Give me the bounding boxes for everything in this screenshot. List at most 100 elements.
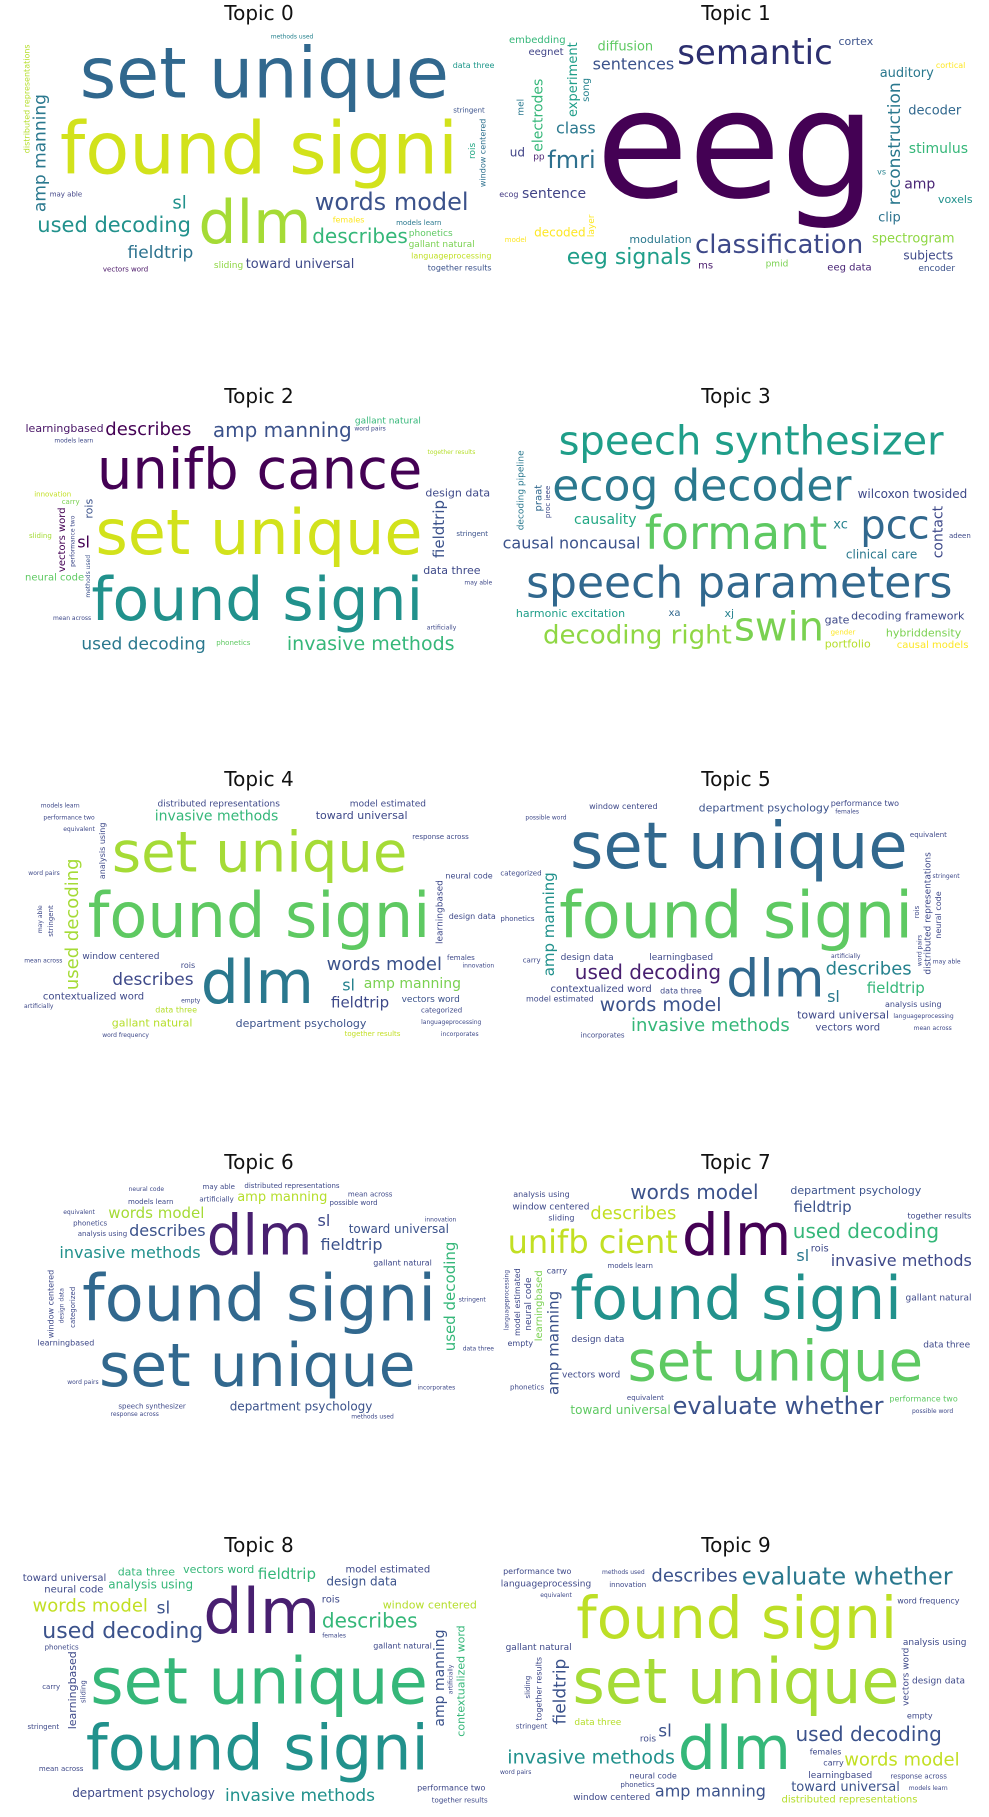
cloud-word: sentence xyxy=(522,186,586,202)
cloud-word: learningbased xyxy=(38,1339,95,1348)
cloud-word: languageprocessing xyxy=(411,252,491,261)
cloud-word: stringent xyxy=(456,530,488,538)
cloud-word: stringent xyxy=(459,1297,487,1304)
cloud-word: model estimated xyxy=(513,1268,522,1336)
cloud-word: models learn xyxy=(608,1262,653,1270)
cloud-word: invasive methods xyxy=(831,1251,972,1270)
topic-title: Topic 8 xyxy=(224,1533,294,1557)
cloud-word: set unique xyxy=(112,820,407,885)
cloud-word: contact xyxy=(931,505,947,558)
cloud-word: learningbased xyxy=(808,1771,872,1781)
cloud-word: empty xyxy=(907,1712,933,1721)
cloud-word: artificially xyxy=(199,1195,233,1203)
cloud-word: toward universal xyxy=(246,257,355,272)
cloud-word: rois xyxy=(468,142,478,159)
cloud-word: department psychology xyxy=(699,802,830,815)
cloud-word: dlm xyxy=(726,950,824,1010)
cloud-word: vectors word xyxy=(815,1022,880,1033)
cloud-word: experiment xyxy=(566,42,581,117)
cloud-word: design data xyxy=(912,1677,965,1687)
cloud-word: invasive methods xyxy=(507,1746,675,1768)
cloud-word: found signi xyxy=(88,879,431,952)
cloud-word: empty xyxy=(508,1339,534,1348)
cloud-word: neural code xyxy=(129,1186,165,1193)
cloud-word: females xyxy=(447,954,475,962)
cloud-word: voxels xyxy=(938,193,973,206)
cloud-word: stringent xyxy=(516,1723,548,1731)
cloud-word: fieldtrip xyxy=(258,1565,316,1583)
cloud-word: song xyxy=(581,78,592,102)
cloud-word: model estimated xyxy=(350,799,426,809)
topic-title: Topic 7 xyxy=(701,1150,771,1174)
cloud-word: dlm xyxy=(198,188,311,258)
cloud-word: languageprocessing xyxy=(501,1580,591,1590)
cloud-word: artificially xyxy=(24,1003,54,1010)
cloud-word: response across xyxy=(412,833,469,841)
cloud-word: speech synthesizer xyxy=(118,1402,186,1410)
cloud-word: sliding xyxy=(29,532,52,540)
cloud-word: design data xyxy=(561,953,614,963)
cloud-word: causal models xyxy=(897,640,969,651)
cloud-word: toward universal xyxy=(349,1222,449,1236)
cloud-word: phonetics xyxy=(73,1219,107,1227)
cloud-word: set unique xyxy=(628,1330,923,1395)
cloud-word: neural code xyxy=(524,1277,534,1331)
cloud-word: department psychology xyxy=(790,1184,921,1197)
cloud-word: females xyxy=(333,215,365,224)
topic-title: Topic 9 xyxy=(701,1533,771,1557)
cloud-word: may able xyxy=(933,958,961,965)
cloud-word: eeg signals xyxy=(567,245,692,270)
cloud-word: equivalent xyxy=(63,1209,95,1216)
cloud-word: neural code xyxy=(934,891,943,938)
cloud-word: eeg data xyxy=(827,263,871,274)
cloud-word: word pairs xyxy=(67,1379,98,1386)
cloud-word: word frequency xyxy=(897,1596,960,1605)
cloud-word: invasive methods xyxy=(225,1786,375,1806)
cloud-word: found signi xyxy=(86,1711,429,1784)
cloud-word: methods used xyxy=(602,1569,645,1576)
cloud-word: amp manning xyxy=(545,1291,563,1395)
cloud-word: rois xyxy=(181,961,195,970)
cloud-word: window centered xyxy=(512,1202,589,1212)
cloud-word: word pairs xyxy=(917,935,924,966)
cloud-word: neural code xyxy=(445,872,492,881)
cloud-word: females xyxy=(810,1747,842,1756)
cloud-word: wilcoxon twosided xyxy=(858,487,968,501)
cloud-word: fieldtrip xyxy=(794,1198,852,1216)
cloud-word: categorized xyxy=(421,1007,462,1015)
cloud-word: distributed representations xyxy=(923,852,933,975)
topic-title: Topic 0 xyxy=(224,1,294,25)
cloud-word: performance two xyxy=(503,1567,571,1576)
cloud-word: electrodes xyxy=(531,79,547,152)
cloud-word: department psychology xyxy=(72,1786,215,1800)
cloud-word: fieldtrip xyxy=(867,979,925,997)
cloud-word: used decoding xyxy=(793,1219,939,1243)
cloud-word: rois xyxy=(913,905,921,918)
cloud-word: words model xyxy=(600,994,722,1016)
cloud-word: encoder xyxy=(918,264,955,274)
cloud-word: describes xyxy=(322,1608,418,1632)
cloud-word: cortex xyxy=(839,35,874,48)
cloud-word: invasive methods xyxy=(155,808,279,824)
cloud-word: xj xyxy=(725,607,735,620)
cloud-word: carry xyxy=(823,1759,844,1768)
cloud-word: word pairs xyxy=(28,870,59,877)
cloud-word: analysis using xyxy=(78,1230,127,1238)
cloud-word: may able xyxy=(50,190,82,198)
cloud-word: equivalent xyxy=(627,1394,664,1402)
cloud-word: set unique xyxy=(80,33,449,115)
cloud-word: window centered xyxy=(383,1598,477,1611)
cloud-word: word pairs xyxy=(354,425,385,432)
cloud-word: vectors word xyxy=(57,507,68,572)
cloud-word: females xyxy=(322,1632,346,1639)
cloud-word: decoded xyxy=(534,226,586,240)
cloud-word: window centered xyxy=(573,1793,650,1803)
cloud-word: analysis using xyxy=(98,823,107,880)
cloud-word: sliding xyxy=(80,1680,88,1703)
cloud-word: describes xyxy=(312,224,408,248)
cloud-word: words model xyxy=(844,1749,959,1770)
cloud-word: together results xyxy=(432,1796,488,1804)
cloud-word: pcc xyxy=(860,503,929,549)
